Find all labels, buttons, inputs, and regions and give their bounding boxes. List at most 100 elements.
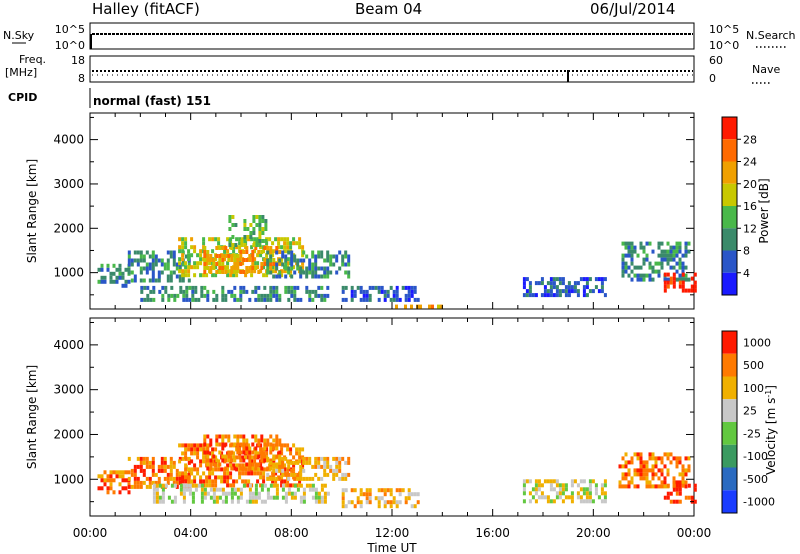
range-gate-cell <box>230 495 234 500</box>
range-gate-cell <box>404 496 408 501</box>
range-gate-cell <box>151 258 155 263</box>
range-gate-cell <box>386 488 390 493</box>
range-gate-cell <box>284 491 288 496</box>
range-gate-cell <box>194 483 198 488</box>
range-gate-cell <box>305 254 309 259</box>
range-gate-cell <box>591 289 595 294</box>
range-gate-cell <box>585 495 589 500</box>
range-gate-cell <box>257 491 261 496</box>
range-gate-cell <box>280 475 284 480</box>
range-gate-cell <box>292 455 296 460</box>
range-gate-cell <box>407 297 411 302</box>
range-gate-cell <box>585 491 589 496</box>
range-gate-cell <box>603 277 607 282</box>
range-gate-cell <box>651 249 655 254</box>
range-gate-cell <box>181 475 185 480</box>
range-gate-cell <box>163 464 167 469</box>
range-gate-cell <box>166 476 170 481</box>
range-gate-cell <box>271 265 275 270</box>
range-gate-cell <box>221 446 225 451</box>
range-gate-cell <box>209 466 213 471</box>
range-gate-cell <box>383 492 387 497</box>
range-gate-cell <box>269 446 273 451</box>
range-gate-cell <box>561 483 565 488</box>
range-gate-cell <box>245 450 249 455</box>
range-gate-cell <box>175 262 179 267</box>
range-gate-cell <box>359 504 363 509</box>
range-gate-cell <box>534 487 538 492</box>
range-gate-cell <box>627 253 631 258</box>
range-gate-cell <box>118 267 122 272</box>
range-gate-cell <box>308 266 312 271</box>
range-gate-cell <box>621 456 625 461</box>
range-gate-cell <box>97 474 101 479</box>
range-gate-cell <box>347 254 351 259</box>
range-gate-cell <box>323 491 327 496</box>
range-gate-cell <box>272 483 276 488</box>
range-gate-cell <box>281 460 285 465</box>
range-gate-cell <box>576 491 580 496</box>
range-gate-cell <box>217 459 221 464</box>
range-gate-cell <box>181 249 185 254</box>
range-gate-cell <box>206 289 210 294</box>
range-gate-cell <box>221 442 225 447</box>
range-gate-cell <box>275 293 279 298</box>
range-gate-cell <box>202 241 206 246</box>
range-gate-cell <box>214 237 218 242</box>
range-gate-cell <box>308 460 312 465</box>
range-gate-cell <box>395 304 398 309</box>
range-gate-cell <box>621 273 625 278</box>
range-gate-cell <box>161 499 165 504</box>
range-gate-cell <box>97 267 101 272</box>
range-gate-cell <box>290 250 294 255</box>
range-gate-cell <box>121 470 125 475</box>
range-gate-cell <box>239 466 243 471</box>
range-gate-cell <box>293 254 297 259</box>
range-gate-cell <box>196 253 200 258</box>
range-gate-cell <box>170 293 174 298</box>
range-gate-cell <box>308 297 312 302</box>
range-gate-cell <box>377 285 381 290</box>
range-gate-cell <box>597 277 601 282</box>
range-gate-cell <box>262 471 266 476</box>
range-gate-cell <box>344 460 348 465</box>
range-gate-cell <box>292 483 296 488</box>
colorbar-tick-label: -500 <box>743 473 768 486</box>
range-gate-cell <box>275 476 279 481</box>
range-gate-cell <box>184 261 188 266</box>
range-gate-cell <box>146 293 150 298</box>
range-gate-cell <box>187 447 191 452</box>
range-gate-cell <box>298 479 302 484</box>
range-gate-cell <box>630 277 634 282</box>
range-gate-cell <box>280 269 284 274</box>
range-gate-cell <box>139 456 143 461</box>
range-gate-cell <box>272 258 276 262</box>
range-gate-cell <box>115 470 119 475</box>
range-gate-cell <box>335 258 339 263</box>
range-gate-cell <box>675 277 679 282</box>
range-gate-cell <box>169 472 173 477</box>
range-gate-cell <box>648 265 652 270</box>
range-gate-cell <box>187 273 191 278</box>
range-gate-cell <box>115 275 119 280</box>
range-gate-cell <box>161 491 165 496</box>
range-gate-cell <box>118 474 122 479</box>
range-gate-cell <box>203 246 207 250</box>
range-gate-cell <box>283 241 287 246</box>
range-gate-cell <box>410 285 414 290</box>
power-plot-frame <box>89 112 695 310</box>
range-gate-cell <box>275 438 279 443</box>
range-gate-cell <box>549 487 553 492</box>
range-gate-cell <box>389 500 393 505</box>
range-gate-cell <box>329 258 333 263</box>
range-gate-cell <box>235 237 239 242</box>
range-gate-cell <box>172 476 176 481</box>
range-gate-cell <box>173 499 177 504</box>
range-gate-cell <box>389 297 393 302</box>
range-gate-cell <box>154 278 158 283</box>
range-gate-cell <box>594 285 598 290</box>
range-gate-cell <box>347 472 351 477</box>
range-gate-cell <box>259 447 263 452</box>
range-gate-cell <box>681 288 685 293</box>
range-gate-cell <box>368 500 372 505</box>
